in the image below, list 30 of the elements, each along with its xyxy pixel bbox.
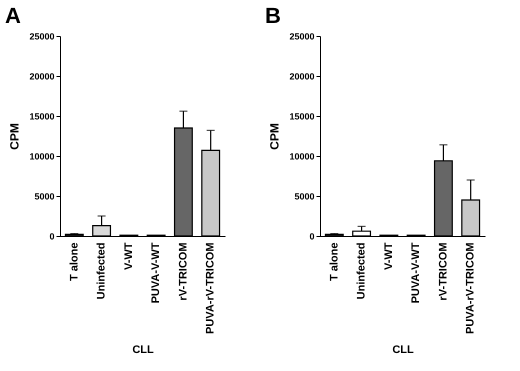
x-tick-label: T alone [328,242,340,282]
x-tick-label: V-WT [122,242,135,270]
y-tick-label: 0 [309,232,314,242]
y-axis-title: CPM [267,123,282,150]
y-tick-label: 10000 [29,152,54,162]
x-axis-title: CLL [392,344,414,356]
y-tick-label: 15000 [289,112,314,122]
y-tick-label: 5000 [34,192,54,202]
x-tick-label: Uninfected [356,242,368,300]
chart-title: B [265,3,281,28]
y-axis-title: CPM [7,123,22,150]
x-tick-label: Uninfected [96,242,108,300]
x-tick-label: PUVA-rV-TRICOM [204,242,217,334]
chart-title: A [5,3,21,28]
y-tick-label: 10000 [289,152,314,162]
x-tick-label: PUVA-rV-TRICOM [464,242,477,334]
y-tick-label: 20000 [289,72,314,82]
x-tick-label: rV-TRICOM [437,242,450,301]
y-tick-label: 5000 [294,192,314,202]
y-tick-label: 20000 [29,72,54,82]
y-tick-label: 15000 [29,112,54,122]
x-tick-label: T alone [68,242,80,282]
y-tick-label: 25000 [29,32,54,42]
x-tick-label: rV-TRICOM [177,242,190,301]
x-tick-label: PUVA-V-WT [410,242,422,304]
y-tick-label: 25000 [289,32,314,42]
x-axis-title: CLL [132,344,154,356]
y-tick-label: 0 [49,232,54,242]
x-tick-label: V-WT [382,242,395,270]
x-tick-label: PUVA-V-WT [150,242,162,304]
